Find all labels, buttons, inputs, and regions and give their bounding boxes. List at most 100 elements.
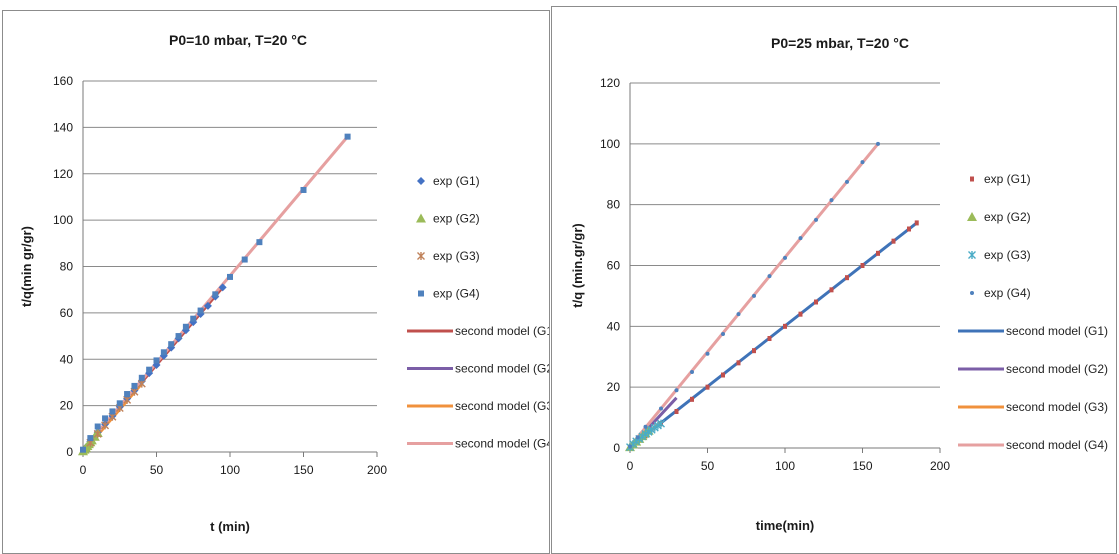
right-chart-title: P0=25 mbar, T=20 °C	[771, 35, 909, 51]
right-series-line	[629, 221, 918, 449]
right-data-point	[752, 348, 756, 354]
left-data-point	[212, 291, 219, 298]
left-data-point	[300, 186, 307, 193]
right-y-tick-label: 0	[613, 441, 620, 455]
left-y-tick-label: 0	[66, 445, 73, 459]
left-y-tick-label: 100	[53, 213, 73, 227]
right-data-point	[845, 275, 849, 281]
left-data-point	[190, 315, 197, 322]
left-y-tick-label: 160	[53, 74, 73, 88]
right-legend-entry: second model (G2)	[1006, 362, 1108, 376]
left-data-point	[93, 429, 102, 438]
right-x-tick-label: 200	[930, 459, 950, 473]
left-data-point	[138, 374, 145, 381]
right-data-point	[690, 369, 694, 374]
right-data-point	[860, 263, 865, 268]
left-data-point	[153, 357, 160, 364]
left-data-point	[182, 323, 189, 330]
right-legend-swatch	[968, 251, 976, 259]
left-legend-swatch	[418, 290, 424, 297]
chart-panel-right: P0=25 mbar, T=20 °C 0 20 40 60 80 100 120 0 50 100…	[551, 6, 1117, 554]
chart-left: P0=10 mbar, T=20 °C 0 20 40 60 80 100 120 140 160…	[19, 32, 549, 534]
left-data-point	[80, 446, 86, 453]
right-legend-swatch	[967, 212, 977, 221]
left-x-axis-label: t (min)	[210, 519, 250, 534]
left-y-tick-label: 80	[60, 260, 74, 274]
right-legend-swatch	[970, 291, 974, 295]
left-data-point	[256, 239, 263, 246]
right-data-point	[721, 372, 725, 378]
left-data-point	[101, 421, 110, 430]
left-data-point	[175, 333, 182, 340]
right-data-point	[860, 160, 865, 165]
left-data-point	[344, 133, 351, 140]
left-legend-entry: exp (G3)	[433, 249, 480, 263]
right-data-point	[814, 299, 818, 305]
right-data-point	[814, 217, 818, 222]
right-legend-entry: exp (G1)	[984, 172, 1031, 186]
right-data-point	[829, 198, 834, 203]
right-x-axis-label: time(min)	[756, 518, 815, 533]
right-y-tick-label: 60	[607, 259, 621, 273]
right-data-point	[876, 141, 880, 146]
left-legend-swatch	[416, 213, 426, 223]
left-y-tick-label: 40	[60, 352, 74, 366]
left-data-point	[146, 366, 153, 373]
left-y-tick-label: 140	[53, 120, 73, 134]
left-legend-entry: exp (G2)	[433, 212, 480, 226]
left-data-point	[218, 283, 227, 292]
right-y-tick-label: 40	[607, 319, 621, 333]
chart-panel-left: P0=10 mbar, T=20 °C 0 20 40 60 80 100 120 140 160…	[2, 10, 550, 554]
right-data-point	[891, 238, 896, 244]
left-legend-entry: second model (G2)	[455, 362, 549, 376]
right-x-tick-label: 0	[627, 459, 634, 473]
left-data-point	[131, 382, 138, 389]
right-data-point	[721, 331, 725, 336]
right-y-axis-label: t/q (min.gr/gr)	[570, 223, 585, 308]
left-data-point	[130, 387, 139, 396]
left-data-point	[94, 423, 101, 430]
left-chart-title: P0=10 mbar, T=20 °C	[169, 32, 307, 48]
right-data-point	[674, 409, 679, 414]
left-data-point	[109, 408, 116, 415]
right-data-point	[914, 220, 919, 226]
right-data-point	[829, 287, 834, 293]
left-legend-swatch	[417, 252, 425, 260]
right-data-point	[845, 179, 849, 184]
left-data-point	[137, 379, 146, 388]
left-data-point	[197, 307, 204, 314]
right-data-point	[907, 226, 911, 232]
right-data-point	[690, 396, 694, 402]
right-data-point	[659, 406, 663, 411]
left-x-tick-label: 150	[293, 463, 313, 477]
right-x-tick-label: 50	[701, 459, 715, 473]
right-y-tick-label: 120	[600, 76, 620, 90]
right-data-point	[783, 323, 787, 329]
left-data-point	[168, 341, 175, 348]
right-y-tick-label: 100	[600, 137, 620, 151]
left-legend-entry: second model (G4)	[455, 437, 549, 451]
left-data-point	[123, 395, 132, 404]
right-data-point	[798, 236, 803, 241]
right-y-tick-label: 80	[607, 198, 621, 212]
right-legend-entry: second model (G4)	[1006, 438, 1108, 452]
left-data-point	[227, 273, 233, 280]
left-data-point	[203, 301, 212, 310]
left-legend-swatch	[417, 177, 425, 185]
right-data-point	[876, 250, 880, 256]
left-legend-entry: second model (G1)	[455, 324, 549, 338]
right-legend-swatch	[970, 176, 974, 182]
right-data-point	[705, 384, 710, 390]
right-data-point	[736, 360, 741, 366]
chart-right: P0=25 mbar, T=20 °C 0 20 40 60 80 100 120 0 50 100…	[570, 35, 1108, 533]
right-data-point	[752, 293, 756, 298]
right-legend-entry: second model (G3)	[1006, 400, 1108, 414]
right-x-tick-label: 150	[852, 459, 872, 473]
right-legend-entry: exp (G4)	[984, 286, 1031, 300]
right-data-point	[674, 388, 679, 393]
left-y-axis-label: t/q(min gr/gr)	[19, 226, 34, 307]
left-y-tick-label: 20	[60, 399, 74, 413]
left-x-tick-label: 50	[150, 463, 164, 477]
left-legend-entry: second model (G3)	[455, 399, 549, 413]
left-data-point	[241, 256, 248, 263]
